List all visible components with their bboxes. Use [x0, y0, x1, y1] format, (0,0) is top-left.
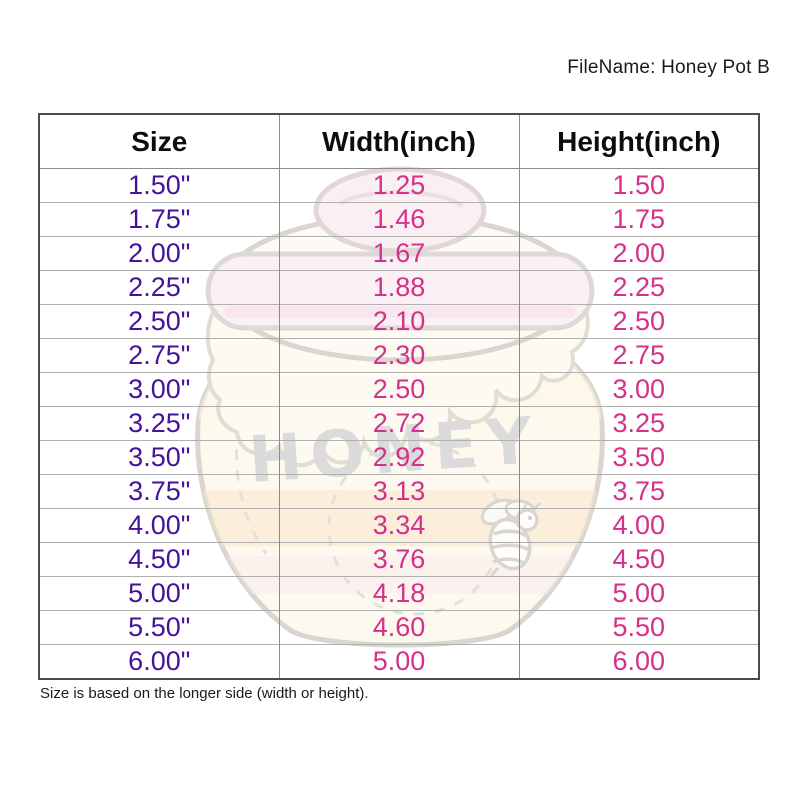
- footnote: Size is based on the longer side (width …: [40, 685, 369, 702]
- col-header-size: Size: [39, 114, 279, 169]
- size-chart-body: 1.50" 1.25 1.50 1.75" 1.46 1.75 2.00" 1.…: [39, 168, 759, 679]
- size-cell: 6.00": [39, 644, 279, 679]
- width-cell: 1.88: [278, 270, 519, 305]
- width-cell: 2.30: [278, 338, 519, 373]
- width-cell: 2.72: [278, 406, 519, 441]
- height-cell: 5.00: [518, 576, 759, 611]
- height-cell: 4.00: [518, 508, 759, 543]
- size-cell: 4.50": [39, 542, 279, 577]
- table-row: 2.75" 2.30 2.75: [39, 338, 759, 373]
- width-cell: 2.50: [278, 372, 519, 407]
- table-row: 1.50" 1.25 1.50: [39, 168, 759, 203]
- height-cell: 5.50: [518, 610, 759, 645]
- table-row: 5.00" 4.18 5.00: [39, 576, 759, 611]
- size-cell: 2.75": [39, 338, 279, 373]
- size-cell: 2.50": [39, 304, 279, 339]
- width-cell: 4.60: [278, 610, 519, 645]
- size-cell: 5.50": [39, 610, 279, 645]
- table-row: 3.00" 2.50 3.00: [39, 372, 759, 407]
- width-cell: 2.92: [278, 440, 519, 475]
- size-cell: 3.25": [39, 406, 279, 441]
- table-row: 4.00" 3.34 4.00: [39, 508, 759, 543]
- size-cell: 3.00": [39, 372, 279, 407]
- table-row: 1.75" 1.46 1.75: [39, 202, 759, 237]
- height-cell: 1.50: [518, 168, 759, 203]
- table-row: 6.00" 5.00 6.00: [39, 644, 759, 679]
- table-row: 2.00" 1.67 2.00: [39, 236, 759, 271]
- col-header-width: Width(inch): [278, 114, 519, 169]
- height-cell: 3.00: [518, 372, 759, 407]
- height-cell: 3.50: [518, 440, 759, 475]
- table-row: 3.50" 2.92 3.50: [39, 440, 759, 475]
- height-cell: 3.75: [518, 474, 759, 509]
- height-cell: 3.25: [518, 406, 759, 441]
- size-cell: 3.50": [39, 440, 279, 475]
- width-cell: 1.46: [278, 202, 519, 237]
- height-cell: 2.75: [518, 338, 759, 373]
- table-row: 2.50" 2.10 2.50: [39, 304, 759, 339]
- width-cell: 3.76: [278, 542, 519, 577]
- table-row: 4.50" 3.76 4.50: [39, 542, 759, 577]
- size-cell: 2.00": [39, 236, 279, 271]
- width-cell: 1.67: [278, 236, 519, 271]
- width-cell: 3.13: [278, 474, 519, 509]
- width-cell: 5.00: [278, 644, 519, 679]
- table-row: 3.75" 3.13 3.75: [39, 474, 759, 509]
- table-row: 3.25" 2.72 3.25: [39, 406, 759, 441]
- height-cell: 4.50: [518, 542, 759, 577]
- size-cell: 3.75": [39, 474, 279, 509]
- size-cell: 2.25": [39, 270, 279, 305]
- filename-label: FileName: Honey Pot B: [567, 57, 770, 78]
- col-header-height: Height(inch): [518, 114, 759, 169]
- size-cell: 1.75": [39, 202, 279, 237]
- height-cell: 2.25: [518, 270, 759, 305]
- width-cell: 4.18: [278, 576, 519, 611]
- height-cell: 2.00: [518, 236, 759, 271]
- size-chart-table: Size Width(inch) Height(inch) 1.50" 1.25…: [38, 113, 760, 680]
- size-cell: 5.00": [39, 576, 279, 611]
- width-cell: 3.34: [278, 508, 519, 543]
- height-cell: 2.50: [518, 304, 759, 339]
- height-cell: 6.00: [518, 644, 759, 679]
- table-row: 2.25" 1.88 2.25: [39, 270, 759, 305]
- header-row: Size Width(inch) Height(inch): [39, 114, 759, 169]
- size-cell: 4.00": [39, 508, 279, 543]
- width-cell: 2.10: [278, 304, 519, 339]
- table-row: 5.50" 4.60 5.50: [39, 610, 759, 645]
- height-cell: 1.75: [518, 202, 759, 237]
- width-cell: 1.25: [278, 168, 519, 203]
- size-cell: 1.50": [128, 170, 191, 200]
